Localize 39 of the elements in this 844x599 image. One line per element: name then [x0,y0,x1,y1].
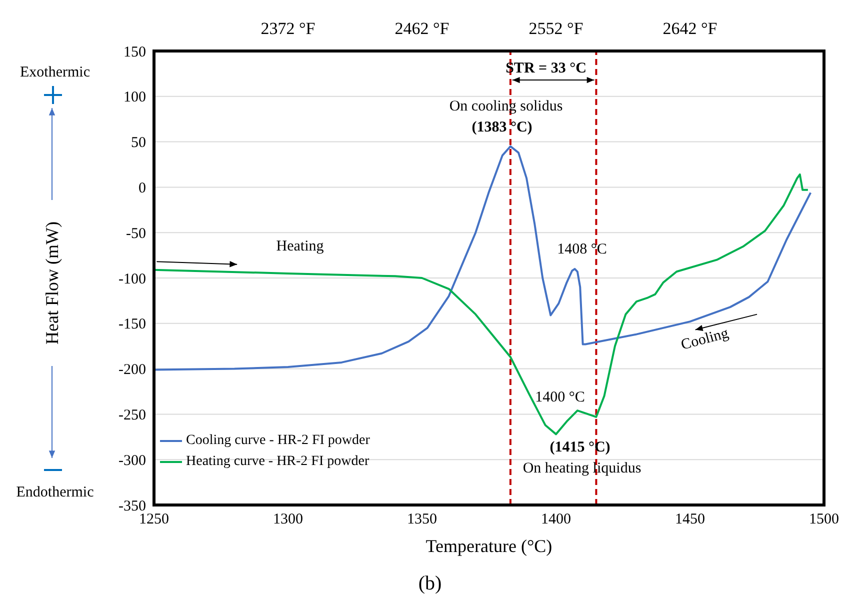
y-tick-label: -50 [126,226,146,242]
y-tick-label: 0 [138,180,146,197]
x2-tick-label: 2642 °F [662,19,718,38]
line-series [154,173,809,436]
annotation: Cooling [679,325,731,354]
annotation: (1383 °C) [472,119,532,136]
y-tick-label: 100 [124,90,146,106]
text: (b) [418,572,442,595]
annotation: (1415 °C) [550,439,610,456]
y-tick-label: 150 [124,44,146,60]
y-axis-title: Heat Flow (mW) [42,222,62,344]
x2-tick-label: 2462 °F [394,19,450,38]
x-tick-label: 1350 [407,512,437,528]
x-tick-label: 1500 [809,512,839,528]
x-axis-title: Temperature (°C) [426,536,552,556]
y-tick-label: -250 [118,408,146,424]
y-tick-label: 50 [131,135,146,152]
text: Endothermic [16,484,94,500]
y-tick-label: -350 [118,498,146,514]
y-tick-label: -100 [118,271,146,288]
legend-label: Cooling curve - HR-2 FI powder [186,432,370,450]
x-tick-label: 1250 [139,512,169,528]
annotation: On cooling solidus [449,98,563,114]
line-series [154,145,812,371]
y-tick-label: -200 [118,362,146,378]
x2-tick-label: 2372 °F [260,19,316,38]
legend-label: Heating curve - HR-2 FI powder [186,453,370,471]
annotation: Heating [276,238,324,254]
annotation: On heating liquidus [522,460,642,476]
x-tick-label: 1400 [541,512,571,528]
annotation: 1408 °C [557,241,607,258]
y-tick-label: -300 [118,452,146,469]
y-tick-label: -150 [118,316,146,333]
x-tick-label: 1300 [273,512,303,528]
x-tick-label: 1450 [675,512,705,528]
text: Exothermic [20,64,90,80]
annotation: 1400 °C [535,389,585,406]
annotation: STR = 33 °C [506,60,586,76]
x2-tick-label: 2552 °F [528,19,584,38]
